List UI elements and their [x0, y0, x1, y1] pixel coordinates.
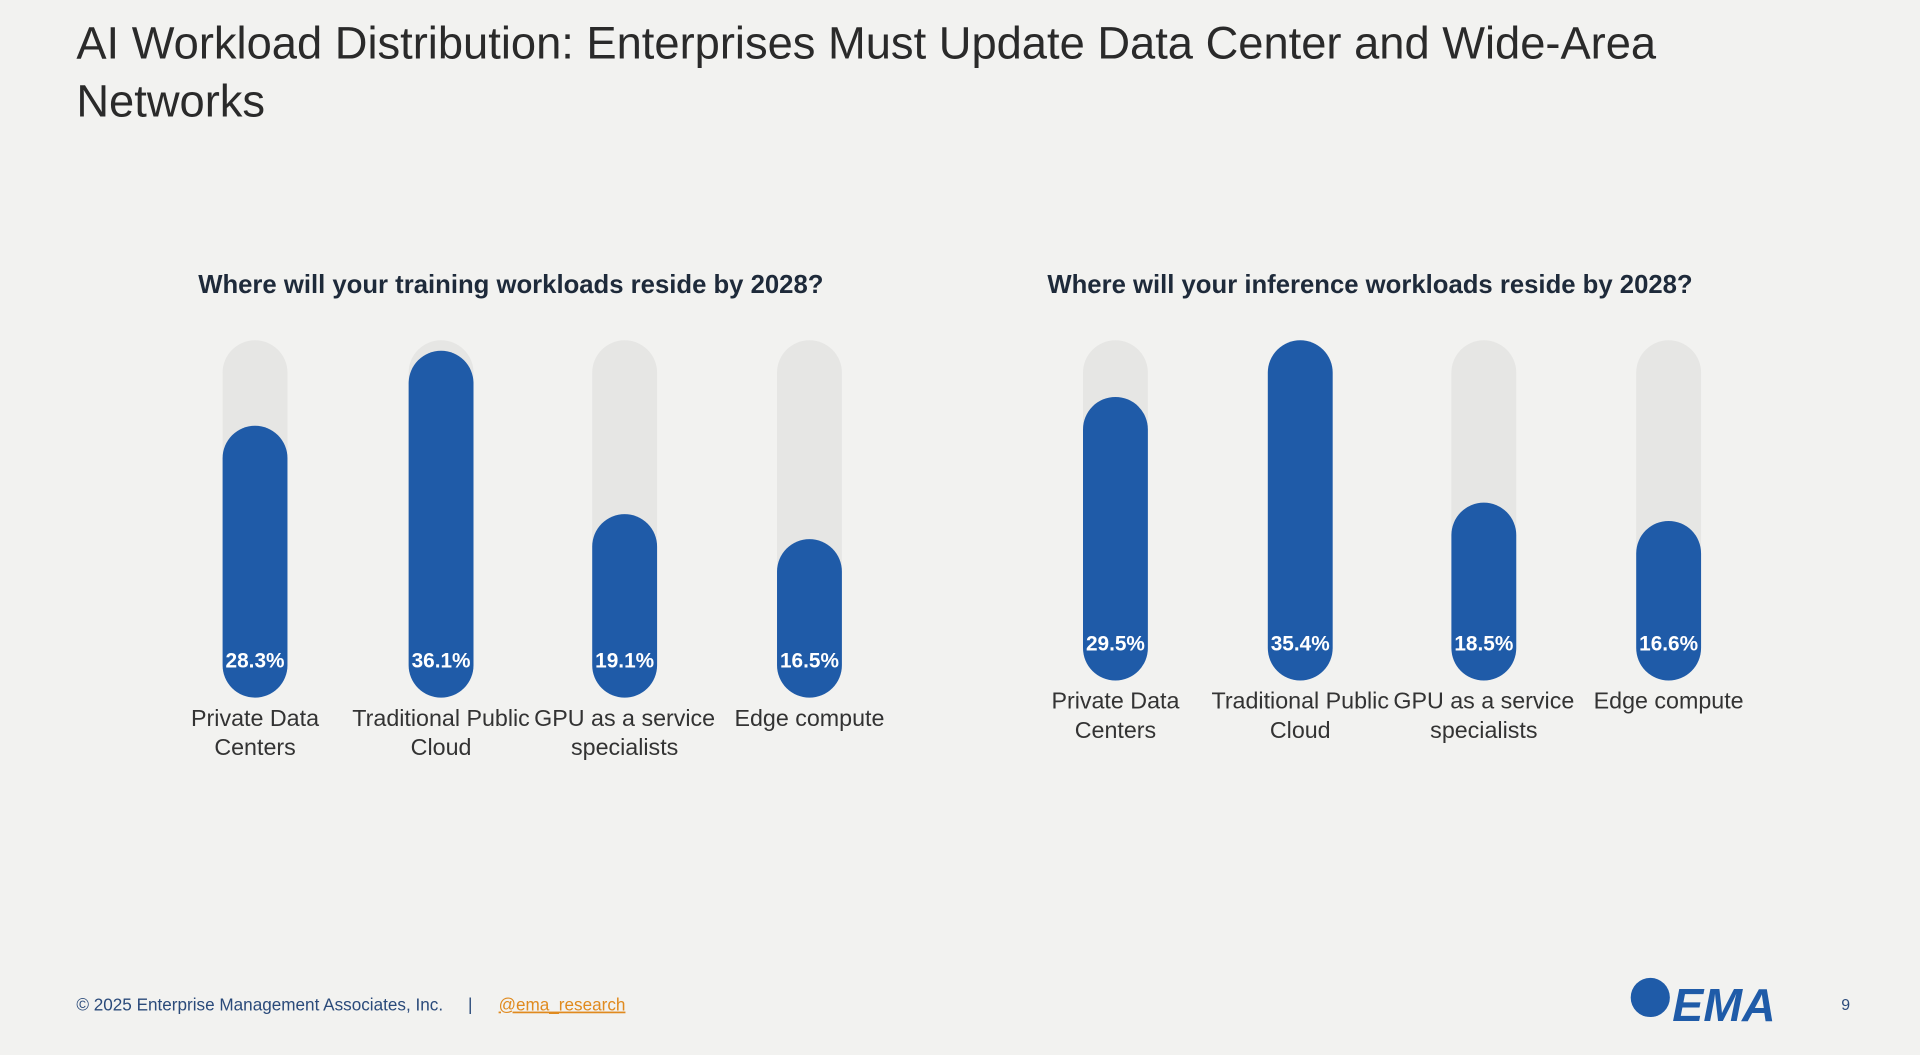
category-label: Edge compute [734, 706, 885, 732]
category-label: Traditional Public Cloud [352, 706, 530, 762]
value-label: 16.6% [1639, 632, 1698, 655]
category-box: GPU as a service specialists [534, 706, 716, 762]
category-label: Edge compute [1593, 689, 1744, 715]
category-box: GPU as a service specialists [1393, 689, 1575, 745]
copyright: © 2025 Enterprise Management Associates,… [76, 995, 443, 1015]
bar [408, 350, 474, 698]
category-box: Private Data Centers [191, 706, 320, 762]
bar [1267, 340, 1333, 681]
value-label: 18.5% [1454, 632, 1513, 655]
category-box: Edge compute [1593, 689, 1744, 715]
category-box: Private Data Centers [1051, 689, 1180, 745]
bar [592, 514, 658, 698]
category-label: Private Data Centers [1051, 689, 1180, 745]
value-label: 29.5% [1086, 632, 1145, 655]
value-label: 28.3% [226, 650, 285, 673]
page-number: 9 [1841, 997, 1850, 1014]
social-link[interactable]: @ema_research [499, 995, 626, 1015]
bar [1636, 520, 1702, 681]
logo-mark [1630, 977, 1670, 1018]
bar [222, 425, 288, 698]
value-label: 35.4% [1271, 632, 1330, 655]
category-box: Edge compute [734, 706, 885, 732]
value-label: 36.1% [412, 650, 471, 673]
slide-title: AI Workload Distribution: Enterprises Mu… [76, 18, 1657, 127]
value-label: 19.1% [595, 650, 654, 673]
separator: | [468, 995, 472, 1015]
category-label: GPU as a service specialists [1393, 689, 1575, 745]
bar [1083, 396, 1148, 681]
logo: EMA [1672, 979, 1775, 1031]
category-box: Traditional Public Cloud [352, 706, 530, 762]
value-label: 16.5% [780, 650, 839, 673]
category-label: Traditional Public Cloud [1211, 689, 1389, 745]
chart-title: Where will your training workloads resid… [198, 271, 823, 299]
category-label: Private Data Centers [191, 706, 320, 762]
bar [777, 539, 842, 698]
bar [1451, 502, 1517, 681]
category-label: GPU as a service specialists [534, 706, 716, 762]
chart-title: Where will your inference workloads resi… [1047, 271, 1692, 299]
title-box: AI Workload Distribution: Enterprises Mu… [76, 18, 1657, 127]
category-box: Traditional Public Cloud [1211, 689, 1389, 745]
